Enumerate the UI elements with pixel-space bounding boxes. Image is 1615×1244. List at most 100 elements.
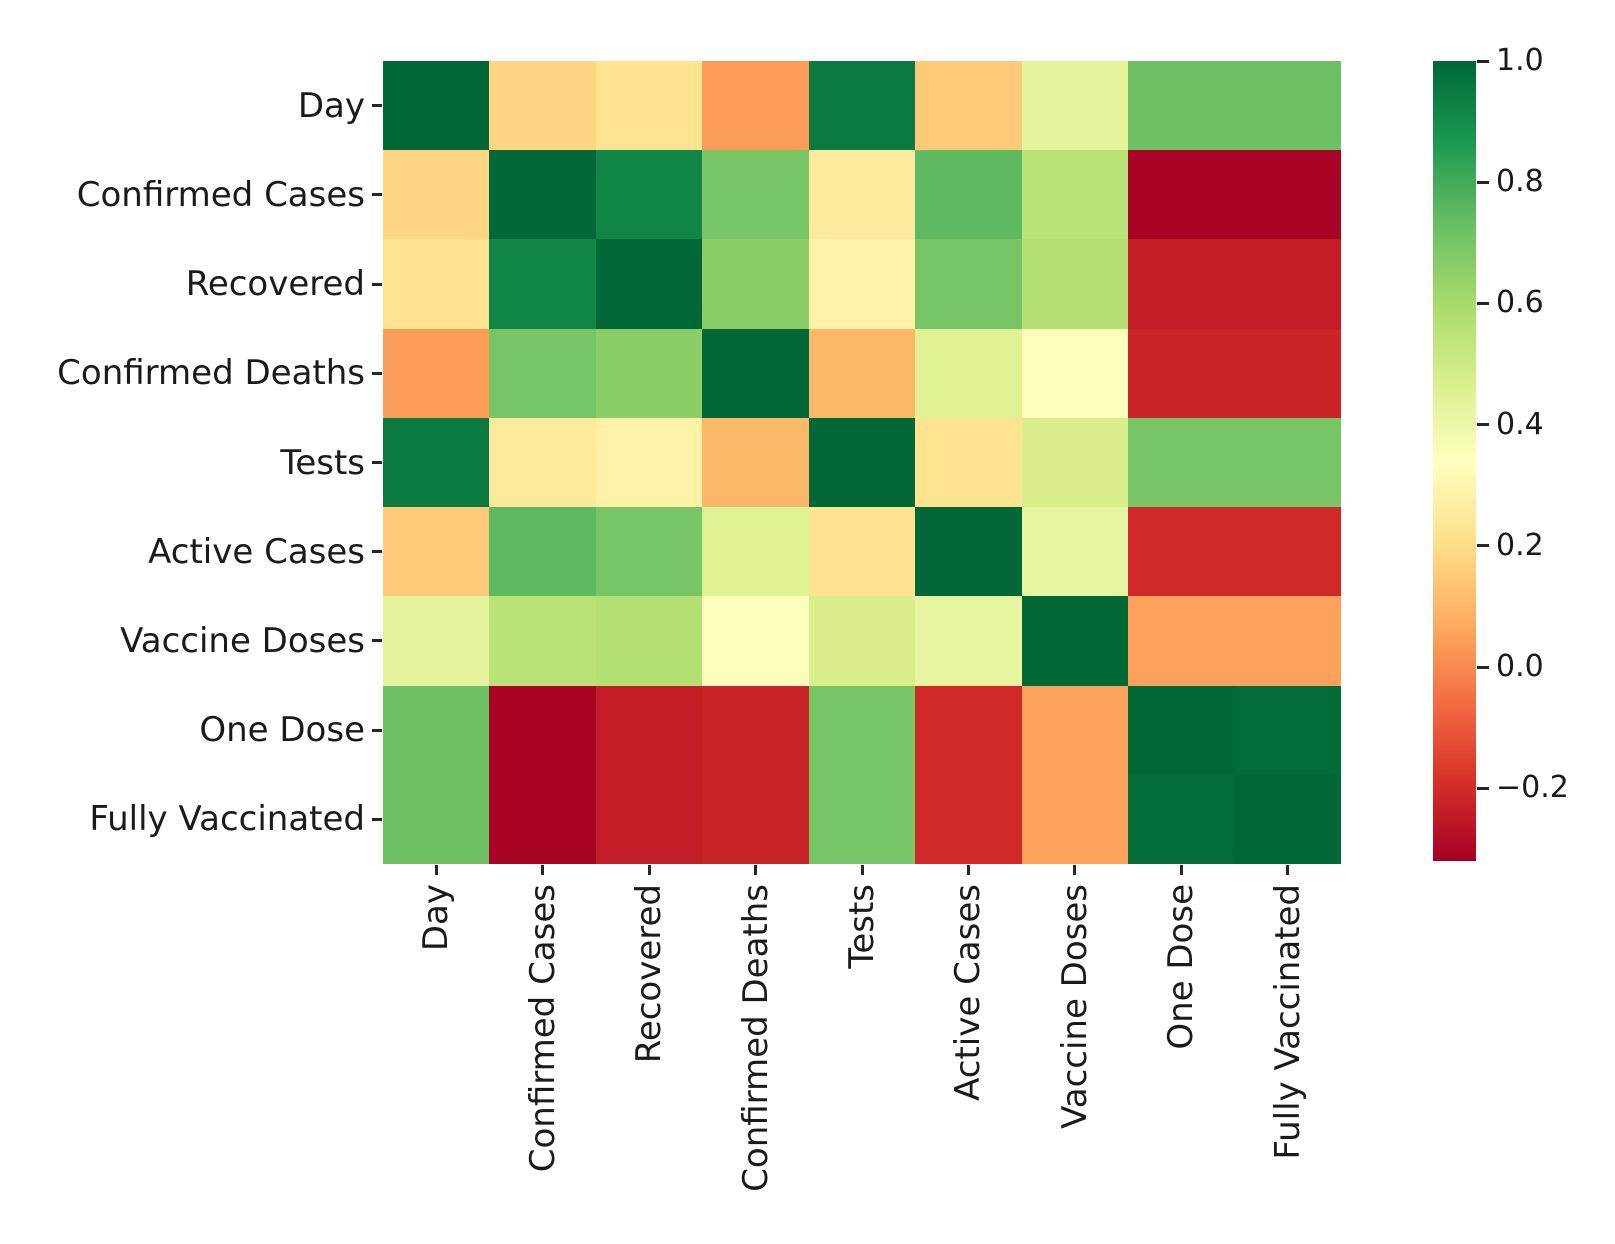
cell-day-active-cases xyxy=(915,61,1022,151)
cell-day-recovered xyxy=(595,61,703,151)
cell-day-vaccine-doses xyxy=(1021,61,1129,151)
x-tick-label-confirmed-cases: Confirmed Cases xyxy=(522,884,563,1173)
cell-one-dose-tests xyxy=(808,685,916,775)
colorbar-tick-mark xyxy=(1477,786,1489,790)
y-tick-mark xyxy=(372,104,382,108)
y-tick-label-confirmed-cases: Confirmed Cases xyxy=(76,174,365,215)
cell-day-fully-vaccinated xyxy=(1234,61,1341,151)
cell-recovered-recovered xyxy=(595,239,703,329)
cell-tests-one-dose xyxy=(1128,417,1235,508)
y-tick-label-confirmed-deaths: Confirmed Deaths xyxy=(57,353,365,394)
colorbar-tick-label-0.8: 0.8 xyxy=(1496,164,1544,200)
cell-active-cases-confirmed-cases xyxy=(489,507,596,597)
cell-active-cases-day xyxy=(383,507,490,597)
colorbar-tick-label-0.0: 0.0 xyxy=(1496,649,1544,685)
cell-vaccine-doses-confirmed-deaths xyxy=(702,596,809,686)
cell-vaccine-doses-tests xyxy=(808,596,916,686)
cell-confirmed-cases-confirmed-deaths xyxy=(702,150,809,240)
colorbar-tick-label-0.6: 0.6 xyxy=(1496,285,1544,321)
x-tick-label-day: Day xyxy=(416,884,457,952)
cell-one-dose-active-cases xyxy=(915,685,1022,775)
colorbar-gradient xyxy=(1433,61,1476,861)
colorbar-tick-mark xyxy=(1477,423,1489,427)
x-tick-mark xyxy=(1073,865,1077,875)
cell-confirmed-deaths-one-dose xyxy=(1128,328,1235,418)
cell-fully-vaccinated-day xyxy=(383,774,490,864)
cell-day-confirmed-cases xyxy=(489,61,596,151)
cell-active-cases-active-cases xyxy=(915,507,1022,597)
cell-fully-vaccinated-recovered xyxy=(595,774,703,864)
cell-vaccine-doses-day xyxy=(383,596,490,686)
x-tick-mark xyxy=(754,865,758,875)
y-tick-mark xyxy=(372,193,382,197)
cell-tests-confirmed-cases xyxy=(489,417,596,508)
y-tick-label-recovered: Recovered xyxy=(185,264,365,305)
x-tick-label-tests: Tests xyxy=(842,884,882,969)
cell-confirmed-deaths-active-cases xyxy=(915,328,1022,418)
cell-recovered-vaccine-doses xyxy=(1021,239,1129,329)
x-tick-label-confirmed-deaths: Confirmed Deaths xyxy=(735,884,776,1192)
cell-active-cases-recovered xyxy=(595,507,703,597)
cell-fully-vaccinated-one-dose xyxy=(1128,774,1235,864)
cell-recovered-confirmed-cases xyxy=(489,239,596,329)
cell-day-tests xyxy=(808,61,916,151)
cell-active-cases-confirmed-deaths xyxy=(702,507,809,597)
colorbar-tick-label-1.0: 1.0 xyxy=(1496,43,1544,78)
colorbar-tick-mark xyxy=(1477,180,1489,184)
cell-fully-vaccinated-active-cases xyxy=(915,774,1022,864)
y-tick-label-active-cases: Active Cases xyxy=(148,531,365,572)
cell-tests-fully-vaccinated xyxy=(1234,417,1341,508)
y-tick-label-day: Day xyxy=(297,85,365,126)
cell-fully-vaccinated-tests xyxy=(808,774,916,864)
cell-tests-confirmed-deaths xyxy=(702,417,809,508)
cell-active-cases-fully-vaccinated xyxy=(1234,507,1341,597)
x-tick-label-vaccine-doses: Vaccine Doses xyxy=(1054,884,1095,1129)
cell-confirmed-cases-day xyxy=(383,150,490,240)
cell-recovered-tests xyxy=(808,239,916,329)
cell-confirmed-deaths-tests xyxy=(808,328,916,418)
y-tick-mark xyxy=(372,639,382,643)
cell-one-dose-recovered xyxy=(595,685,703,775)
cell-confirmed-deaths-confirmed-cases xyxy=(489,328,596,418)
cell-confirmed-cases-one-dose xyxy=(1128,150,1235,240)
cell-recovered-one-dose xyxy=(1128,239,1235,329)
cell-vaccine-doses-confirmed-cases xyxy=(489,596,596,686)
y-tick-mark xyxy=(372,371,382,375)
cell-active-cases-one-dose xyxy=(1128,507,1235,597)
y-tick-mark xyxy=(372,550,382,554)
cell-fully-vaccinated-vaccine-doses xyxy=(1021,774,1129,864)
colorbar-tick-mark xyxy=(1477,544,1489,548)
cell-day-day xyxy=(383,61,490,151)
cell-tests-active-cases xyxy=(915,417,1022,508)
cell-recovered-fully-vaccinated xyxy=(1234,239,1341,329)
cell-confirmed-deaths-day xyxy=(383,328,490,418)
x-tick-mark xyxy=(434,865,438,875)
cell-vaccine-doses-vaccine-doses xyxy=(1021,596,1129,686)
y-tick-label-one-dose: One Dose xyxy=(199,710,365,751)
cell-confirmed-cases-active-cases xyxy=(915,150,1022,240)
cell-vaccine-doses-recovered xyxy=(595,596,703,686)
cell-tests-vaccine-doses xyxy=(1021,417,1129,508)
cell-one-dose-vaccine-doses xyxy=(1021,685,1129,775)
cell-one-dose-confirmed-cases xyxy=(489,685,596,775)
y-tick-mark xyxy=(372,461,382,464)
y-tick-mark xyxy=(372,728,382,732)
cell-one-dose-confirmed-deaths xyxy=(702,685,809,775)
x-tick-label-active-cases: Active Cases xyxy=(948,884,989,1101)
y-tick-mark xyxy=(372,282,382,286)
colorbar-tick-label-−0.2: −0.2 xyxy=(1496,770,1569,806)
cell-recovered-active-cases xyxy=(915,239,1022,329)
colorbar-tick-mark xyxy=(1477,59,1489,63)
cell-fully-vaccinated-confirmed-deaths xyxy=(702,774,809,864)
x-tick-mark xyxy=(541,865,545,875)
x-tick-label-recovered: Recovered xyxy=(629,884,670,1064)
x-tick-mark xyxy=(1286,865,1290,875)
y-tick-label-tests: Tests xyxy=(280,442,365,483)
cell-confirmed-cases-vaccine-doses xyxy=(1021,150,1129,240)
cell-confirmed-deaths-vaccine-doses xyxy=(1021,328,1129,418)
cell-tests-day xyxy=(383,417,490,508)
cell-confirmed-deaths-confirmed-deaths xyxy=(702,328,809,418)
x-tick-mark xyxy=(860,865,864,875)
cell-vaccine-doses-fully-vaccinated xyxy=(1234,596,1341,686)
